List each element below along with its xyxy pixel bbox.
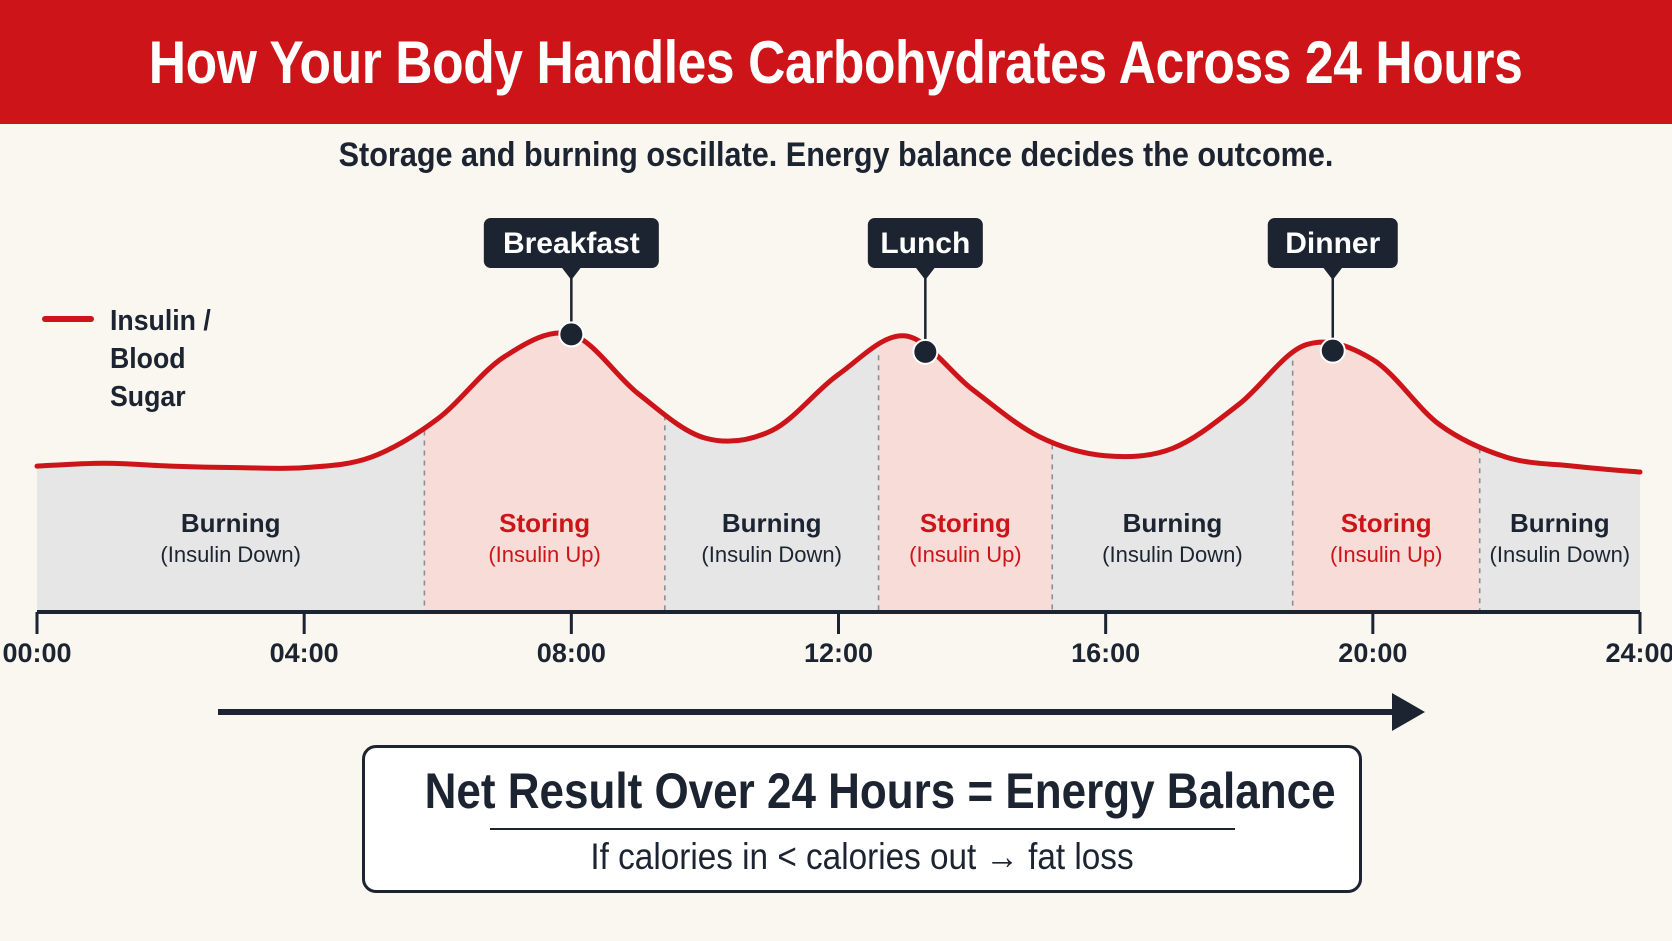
x-tick-label: 24:00: [1605, 638, 1672, 668]
meal-label: Breakfast: [503, 227, 640, 260]
phase-sublabel-storing: (Insulin Up): [909, 542, 1021, 567]
insulin-series-line: [34, 330, 1643, 475]
phase-sublabel-storing: (Insulin Up): [488, 542, 600, 567]
chart-legend: Insulin / Blood Sugar: [42, 302, 260, 416]
net-result-headline: Net Result Over 24 Hours = Energy Balanc…: [424, 763, 1336, 819]
phase-label-burning: Burning: [181, 508, 281, 538]
meal-label: Dinner: [1285, 227, 1380, 260]
legend-line-swatch: [42, 316, 94, 322]
net-result-note: If calories in < calories out → fat loss: [590, 836, 1134, 877]
phase-sublabel-burning: (Insulin Down): [1490, 542, 1631, 567]
meal-point: [558, 321, 585, 348]
title-banner: How Your Body Handles Carbohydrates Acro…: [0, 0, 1672, 124]
phase-label-burning: Burning: [1123, 508, 1223, 538]
meal-callout-pointer: [561, 267, 582, 280]
phase-sublabel-burning: (Insulin Down): [160, 542, 301, 567]
net-result-divider: [489, 828, 1235, 830]
meal-point: [912, 338, 939, 365]
x-tick-label: 00:00: [2, 638, 71, 668]
phase-label-burning: Burning: [722, 508, 822, 538]
phase-sublabel-burning: (Insulin Down): [701, 542, 842, 567]
x-tick-label: 04:00: [270, 638, 339, 668]
x-tick-label: 08:00: [537, 638, 606, 668]
net-result-box: Net Result Over 24 Hours = Energy Balanc…: [362, 745, 1362, 893]
phase-sublabel-burning: (Insulin Down): [1102, 542, 1243, 567]
meal-callout-box: [867, 218, 983, 268]
phase-label-storing: Storing: [499, 508, 590, 538]
meal-label: Lunch: [880, 227, 970, 260]
page-subtitle: Storage and burning oscillate. Energy ba…: [338, 136, 1334, 174]
x-tick-label: 12:00: [804, 638, 873, 668]
phase-label-storing: Storing: [1341, 508, 1432, 538]
legend-label: Insulin / Blood Sugar: [110, 305, 211, 413]
page-title: How Your Body Handles Carbohydrates Acro…: [149, 28, 1523, 96]
meal-callout-pointer: [1322, 267, 1343, 280]
phase-label-storing: Storing: [920, 508, 1011, 538]
meal-callout-box: [1267, 218, 1398, 268]
meal-callout-box: [483, 218, 659, 268]
time-arrow-head: [1392, 693, 1425, 731]
x-tick-label: 16:00: [1071, 638, 1140, 668]
phase-label-burning: Burning: [1510, 508, 1610, 538]
phase-sublabel-storing: (Insulin Up): [1330, 542, 1442, 567]
x-tick-label: 20:00: [1338, 638, 1407, 668]
meal-point: [1319, 337, 1346, 364]
meal-callout-pointer: [915, 267, 936, 280]
